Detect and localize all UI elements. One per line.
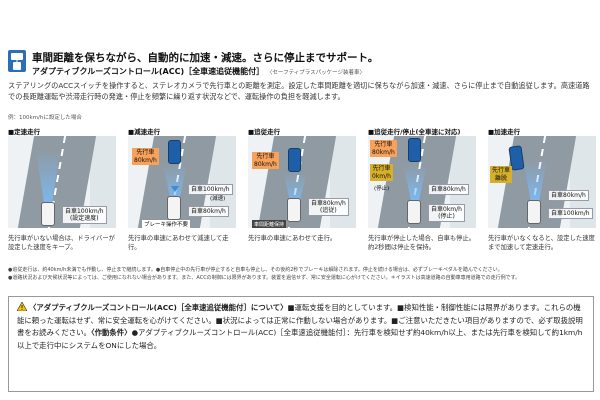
scene-title: ■減速走行 [128, 128, 161, 136]
lead-label: 先行車 [256, 153, 275, 160]
scene-description: 先行車の車速にあわせて減速して走行。 [128, 235, 229, 251]
own-note: (設定速度) [69, 215, 99, 222]
lead-speed: 80km/h [254, 160, 277, 168]
warning-body: ■運転支援を目的としています。■検知性能・制御性能には限界があります。これらの機… [17, 303, 583, 338]
warning-title: 〈アダプティブクルーズコントロール(ACC)［全車速追従機能付］について〉 [29, 303, 288, 312]
own-speed-label: 自車100km/h (設定速度) [62, 206, 107, 224]
own-speed-before-label: 自車80km/h [548, 190, 589, 201]
lead-car-label-moving: 先行車 80km/h [370, 140, 397, 157]
lead-speed: 80km/h [134, 156, 157, 164]
lead-car-label-stopped: 先行車 0km/h [370, 164, 393, 181]
lead-label: 先行車 [374, 141, 393, 148]
footnote-line: ●道路状況および天候状況等によっては、ご使用になれない場合があります。また、AC… [8, 275, 521, 281]
scene-illustration: 先行車 80km/h 自車100km/h (減速) 自車80km/h ブレーキ操… [128, 136, 236, 228]
footnote-line: ●追従走行は、約40km/h未満でも作動し、停止まで継続します。●自車停止中の先… [8, 267, 503, 273]
scene-description: 先行車がいない場合は、ドライバーが設定した速度をキープ。 [8, 235, 115, 251]
scene-illustration: 先行車 80km/h 自車80km/h (追従) 車間距離保持 [248, 136, 356, 228]
own-car [287, 198, 301, 222]
own-stop: 自車0km/h [431, 205, 462, 213]
lead-note: 離脱 [495, 174, 508, 182]
own-stop-label: 自車0km/h (停止) [428, 204, 465, 222]
scene-title: ■追従走行 [248, 128, 281, 136]
lead-car [168, 140, 181, 164]
own-speed-after-label: 自車100km/h [548, 208, 593, 219]
scene-title: ■加速走行 [488, 128, 521, 136]
scene-description: 先行車がいなくなると、設定した速度まで加速して定速走行。 [488, 235, 595, 251]
footnotes: ●追従走行は、約40km/h未満でも作動し、停止まで継続します。●自車停止中の先… [8, 266, 594, 282]
lead-label: 先行車 [492, 167, 511, 174]
scene-title: ■追従走行/停止(全車速に対応) [368, 128, 461, 136]
own-stop-note: (停止) [438, 213, 455, 220]
scene-follow-stop: ■追従走行/停止(全車速に対応) 先行車 80km/h 先行車 0km/h (停… [368, 126, 476, 252]
lead-speed: 0km/h [372, 172, 391, 180]
brake-note: ブレーキ操作不要 [142, 220, 191, 228]
own-car [41, 202, 55, 226]
adaptive-cruise-icon [8, 50, 26, 72]
own-speed-label: 自車80km/h [428, 184, 469, 195]
scene-description: 先行車が停止した場合、自車も停止。約2秒間は停止を保持。 [368, 235, 476, 251]
scene-illustration: 自車100km/h (設定速度) [8, 136, 116, 228]
scene-following: ■追従走行 先行車 80km/h 自車80km/h (追従) 車間距離保持 先行… [248, 126, 356, 243]
lead-stop-note: (停止) [374, 186, 390, 192]
lead-car-label: 先行車 80km/h [132, 148, 159, 165]
lead-label: 先行車 [372, 165, 391, 172]
own-note: (減速) [210, 196, 226, 202]
distance-note: 車間距離保持 [252, 220, 287, 228]
lead-label: 先行車 [136, 149, 155, 156]
package-note: 〈セーフティプラスパッケージ装着車〉 [266, 70, 366, 76]
own-car [407, 200, 421, 224]
subhead: アダプティブクルーズコントロール(ACC)［全車速追従機能付］ 〈セーフティプラ… [32, 66, 365, 77]
scene-title: ■定速走行 [8, 128, 41, 136]
own-speed-before-label: 自車100km/h [188, 184, 233, 195]
own-speed-label: 自車80km/h (追従) [308, 198, 349, 216]
scene-acceleration: ■加速走行 先行車 離脱 自車80km/h 自車100km/h 先行車がいなくな… [488, 126, 596, 252]
own-speed: 自車80km/h [311, 199, 346, 207]
lead-speed: 80km/h [372, 148, 395, 156]
subhead-title: アダプティブクルーズコントロール(ACC)［全車速追従機能付］ [32, 67, 265, 76]
lead-car [288, 148, 301, 172]
lead-car-label: 先行車 離脱 [490, 166, 513, 183]
scene-illustration: 先行車 離脱 自車80km/h 自車100km/h [488, 136, 596, 228]
scene-deceleration: ■減速走行 先行車 80km/h 自車100km/h (減速) 自車80km/h… [128, 126, 236, 252]
intro-paragraph: ステアリングのACCスイッチを操作すると、ステレオカメラで先行車との距離を測定。… [8, 81, 590, 101]
warning-box: 〈アダプティブクルーズコントロール(ACC)［全車速追従機能付］について〉■運転… [8, 296, 594, 392]
own-car [527, 200, 541, 224]
example-note: 例：100km/hに設定した場合 [8, 115, 82, 121]
scene-constant-speed: ■定速走行 自車100km/h (設定速度) 先行車がいない場合は、ドライバーが… [8, 126, 116, 252]
own-car [167, 196, 181, 220]
headline: 車間距離を保ちながら、自動的に加速・減速。さらに停止までサポート。 [32, 52, 379, 64]
warning-triangle-icon [16, 301, 28, 312]
own-speed-after-label: 自車80km/h [188, 206, 229, 217]
scene-description: 先行車の車速にあわせて走行。 [248, 235, 337, 242]
condition-body: ●アダプティブクルーズコントロール(ACC)［全車速追従機能付］：先行車を検知せ… [17, 328, 583, 350]
own-note: (追従) [320, 207, 337, 214]
decelerate-arrow [171, 186, 179, 192]
lead-car [408, 138, 421, 162]
condition-title: 〈作動条件〉 [90, 328, 132, 338]
scene-illustration: 先行車 80km/h 先行車 0km/h (停止) 自車80km/h 自車0km… [368, 136, 476, 228]
lead-car-label: 先行車 80km/h [252, 152, 279, 169]
own-speed: 自車100km/h [65, 207, 104, 215]
